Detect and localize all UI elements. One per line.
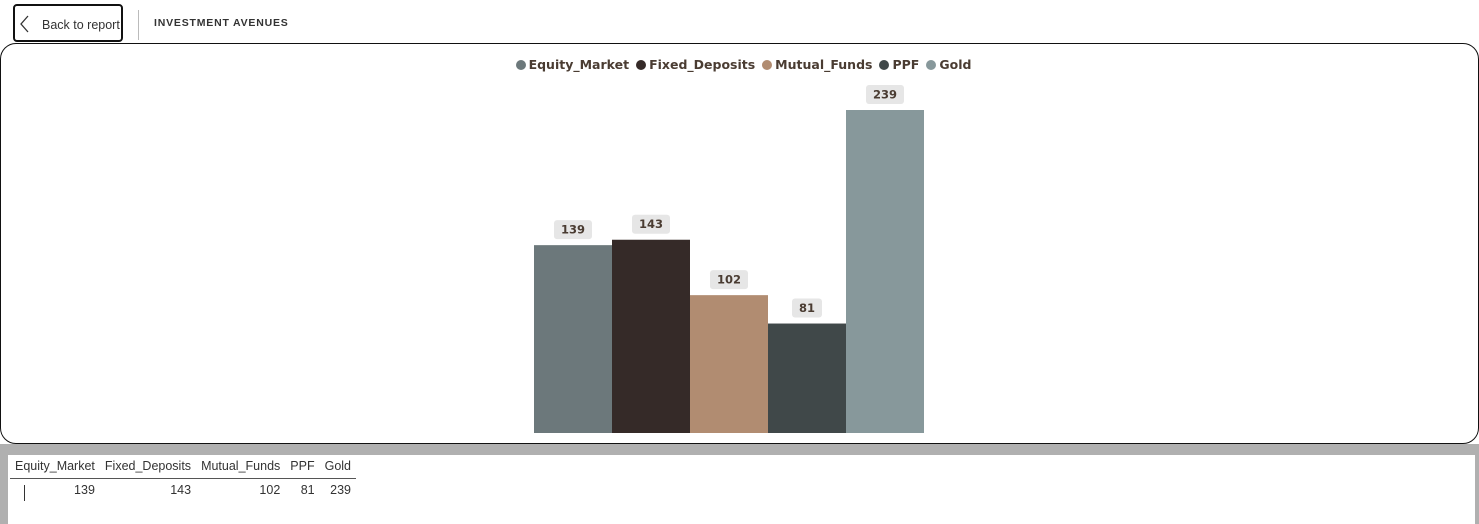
data-label-bg [791, 298, 823, 318]
legend-marker [926, 59, 937, 70]
chart: 139 143 102 81 239 [534, 85, 924, 433]
legend-label: Mutual_Funds [775, 57, 873, 72]
legend-label: PPF [892, 57, 920, 72]
page-title: INVESTMENT AVENUES [154, 17, 289, 29]
column-header: Fixed_Deposits [99, 457, 197, 479]
bar [612, 239, 690, 433]
data-label-bg [631, 214, 671, 234]
legend-marker [515, 59, 526, 70]
legend-item: PPF [879, 57, 919, 72]
divider [138, 10, 139, 40]
data-label: 102 [717, 273, 741, 287]
legend-item: Gold [926, 57, 971, 72]
data-label: 239 [873, 88, 897, 102]
table-cell: 139 [74, 483, 95, 497]
table-cell: 143 [170, 483, 192, 497]
data-label: 139 [561, 223, 585, 237]
column-header: Equity_Market [10, 457, 100, 479]
cursor [24, 485, 25, 501]
data-label: 81 [799, 301, 815, 315]
legend: Equity_Market Fixed_Deposits Mutual_Funds P… [1, 57, 1478, 72]
table-cell: 81 [300, 483, 315, 497]
bar [534, 245, 612, 433]
back-label: Back to report [42, 18, 120, 32]
legend-label: Gold [939, 57, 972, 72]
data-label-bg [709, 270, 749, 290]
back-icon [20, 15, 29, 33]
data-label: 143 [639, 217, 663, 231]
table: Equity_Market Fixed_Deposits Mutual_Funds P… [10, 457, 356, 499]
legend-item: Fixed_Deposits [636, 57, 755, 72]
legend-marker [636, 59, 647, 70]
legend-item: Equity_Market [515, 57, 630, 72]
data-label-bg [865, 85, 905, 104]
column-header: Mutual_Funds [196, 457, 286, 479]
bar [690, 295, 768, 433]
table-visual: Equity_Market Fixed_Deposits Mutual_Funds P… [8, 455, 1475, 524]
table-cell: 239 [330, 483, 351, 497]
legend-label: Equity_Market [528, 57, 630, 72]
table-cell: 102 [259, 483, 281, 497]
legend-label: Fixed_Deposits [649, 57, 756, 72]
column-header: PPF [285, 457, 320, 479]
column-header: Gold [319, 457, 356, 479]
legend-marker [879, 59, 890, 70]
data-label-bg [553, 220, 593, 240]
bar [768, 323, 846, 433]
legend-item: Mutual_Funds [762, 57, 872, 72]
chart-card: Equity_Market Fixed_Deposits Mutual_Funds P… [0, 43, 1479, 444]
back-button[interactable]: Back to report [13, 4, 123, 42]
legend-marker [762, 59, 773, 70]
table-row: 139 143 102 81 239 [10, 479, 356, 500]
bar [846, 110, 924, 433]
